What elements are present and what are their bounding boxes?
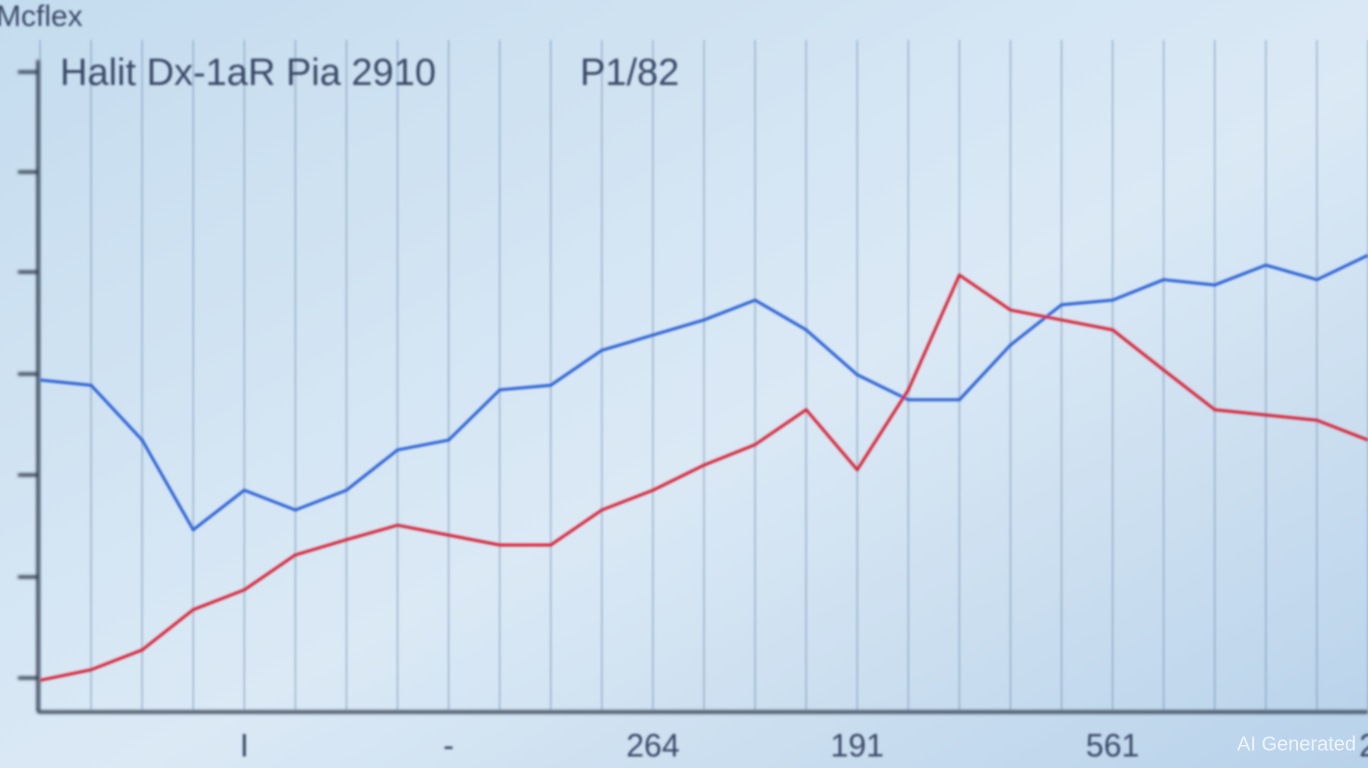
grid [39,40,1368,710]
x-tick-label: 2 [1359,727,1368,763]
watermark: AI Generated [1237,733,1356,755]
x-tick-label: 191 [831,727,884,763]
chart-subtitle: P1/82 [580,52,679,94]
x-tick-label: I [240,727,249,763]
chart-title: Halit Dx-1aR Pia 2910 [60,52,436,94]
x-tick-label: 561 [1086,727,1139,763]
plot [39,253,1368,682]
series-line [39,273,1368,682]
x-tick-labels: I - 264 191 561 2 [240,727,1368,763]
corner-label: Mcflex [0,0,83,33]
x-tick-label: 264 [626,727,679,763]
y-axis-ticks [18,70,38,680]
series-line [39,253,1368,532]
axes [18,60,1368,714]
x-tick-label: - [443,727,454,763]
